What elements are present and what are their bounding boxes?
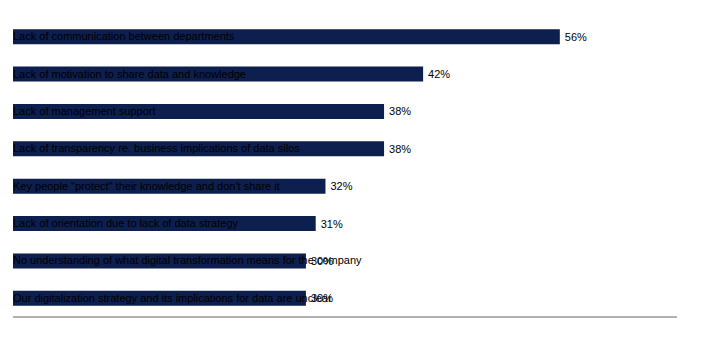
svg-text:Key people "protect" their kno: Key people "protect" their knowledge and… [13, 180, 280, 192]
svg-text:Our digitalization strategy an: Our digitalization strategy and its impl… [13, 292, 332, 304]
svg-text:Lack of transparency re. busin: Lack of transparency re. business implic… [13, 142, 300, 154]
svg-text:Lack of management support: Lack of management support [13, 105, 155, 117]
svg-text:Lack of motivation to share da: Lack of motivation to share data and kno… [13, 68, 246, 80]
svg-text:Lack of communication between: Lack of communication between department… [13, 30, 235, 42]
svg-text:30%: 30% [311, 292, 333, 304]
svg-text:30%: 30% [311, 255, 333, 267]
svg-text:38%: 38% [389, 105, 411, 117]
svg-text:38%: 38% [389, 143, 411, 155]
svg-text:No understanding of what digit: No understanding of what digital transfo… [13, 254, 362, 266]
svg-text:32%: 32% [330, 180, 352, 192]
svg-text:42%: 42% [428, 68, 450, 80]
svg-text:Lack of orientation due to lac: Lack of orientation due to lack of data … [13, 217, 239, 229]
svg-text:56%: 56% [565, 31, 587, 43]
svg-text:31%: 31% [321, 218, 343, 230]
